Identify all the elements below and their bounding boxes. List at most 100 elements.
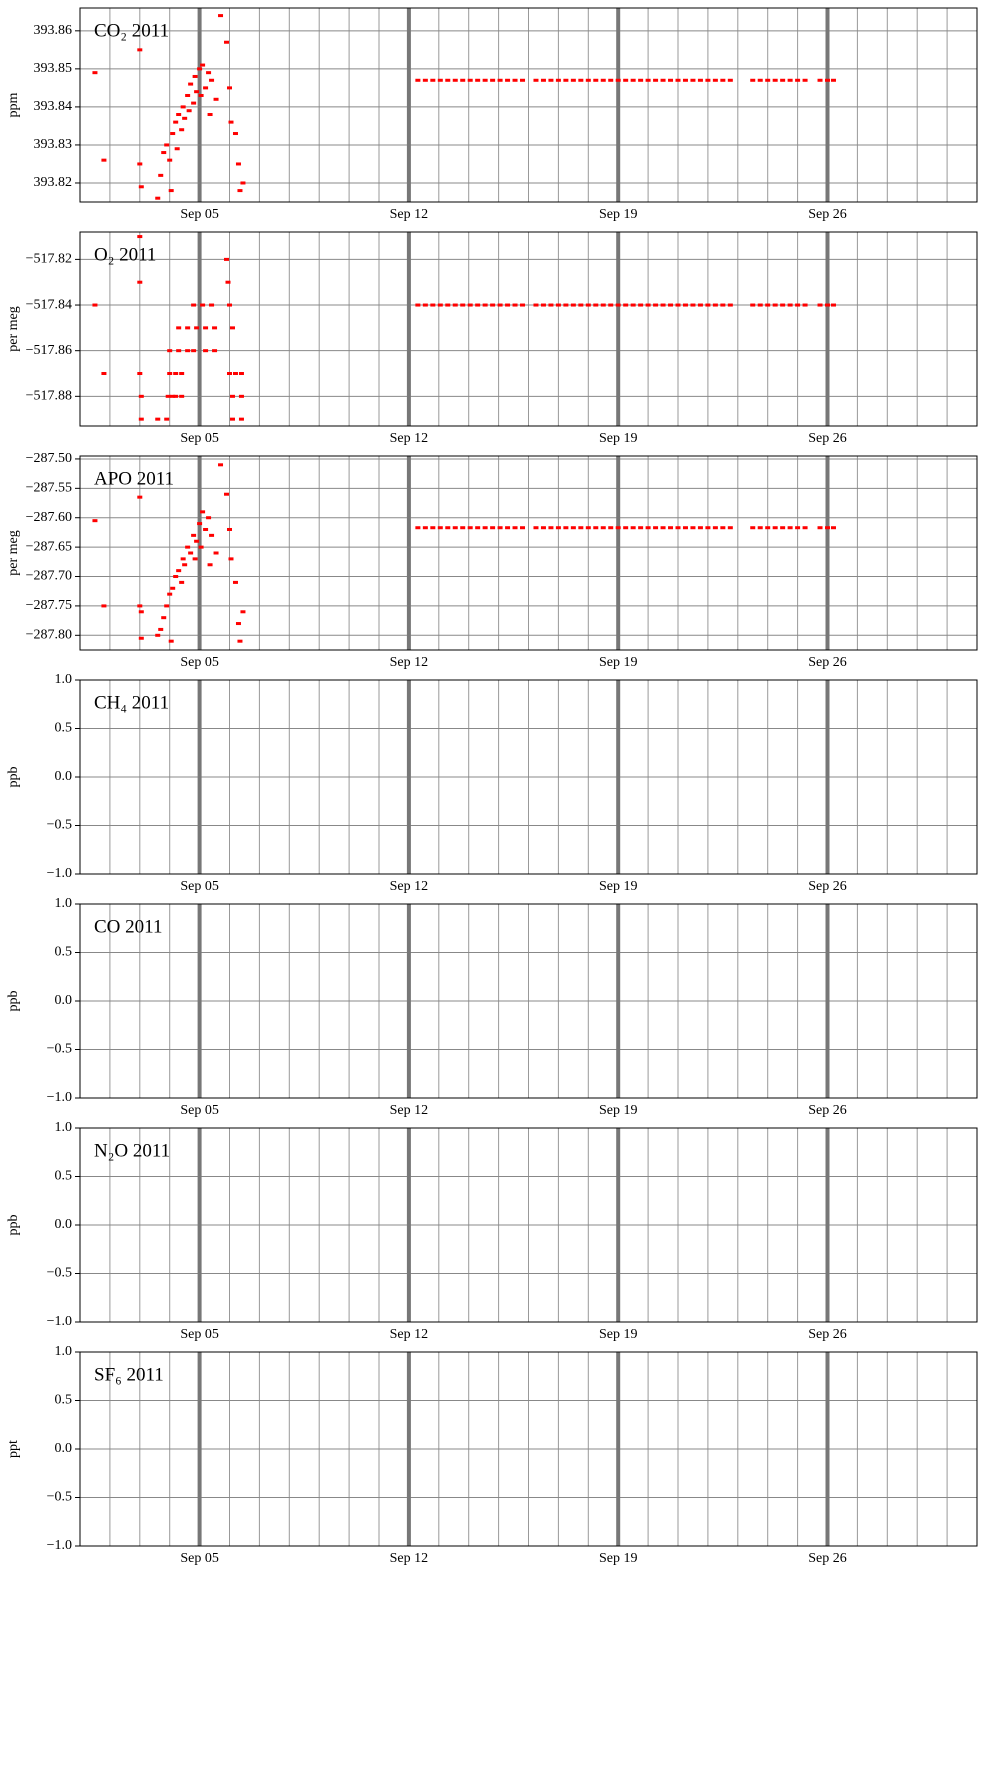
panel: 1.0 0.5 0.0 −0.5 −1.0 Sep 05 Sep 12 Sep 19 Sep 2… (6, 1344, 978, 1566)
y-tick-label: 1.0 (55, 1344, 73, 1359)
data-point (185, 545, 191, 549)
data-point (161, 616, 167, 620)
data-point (430, 78, 436, 82)
y-tick-label: −287.65 (26, 539, 72, 554)
data-point (200, 63, 206, 67)
data-point (137, 604, 143, 608)
data-point (533, 526, 539, 530)
x-tick-label: Sep 05 (180, 879, 219, 894)
y-tick-label: 0.0 (55, 769, 73, 784)
data-point (209, 533, 215, 537)
y-tick-label: −517.86 (26, 343, 72, 358)
data-point (179, 580, 185, 584)
data-point (227, 86, 232, 90)
data-point (830, 526, 836, 530)
data-point (830, 78, 836, 82)
data-point (660, 78, 666, 82)
y-tick-label: −517.82 (26, 252, 72, 267)
y-tick-label: −287.50 (26, 451, 72, 466)
x-tick-label: Sep 19 (599, 1103, 638, 1118)
data-point (228, 120, 234, 124)
x-tick-label: Sep 19 (599, 1327, 638, 1342)
data-point (167, 592, 173, 596)
data-point (638, 78, 644, 82)
data-point (238, 417, 244, 421)
data-point (227, 527, 232, 531)
data-point (92, 71, 98, 75)
y-tick-label: 1.0 (55, 896, 73, 911)
panel-title: CO 2011 (94, 916, 162, 937)
data-point (445, 303, 451, 307)
data-point (445, 78, 451, 82)
data-point (179, 372, 185, 376)
data-point (188, 82, 194, 86)
x-tick-label: Sep 19 (599, 655, 638, 670)
panel: −287.50 −287.55 −287.60 −287.65 −287.70 −287.… (6, 451, 978, 670)
data-point (512, 78, 518, 82)
data-point (757, 303, 763, 307)
data-point (197, 67, 203, 71)
y-tick-label: 0.0 (55, 993, 73, 1008)
data-point (540, 526, 546, 530)
data-point (445, 526, 451, 530)
data-point (191, 101, 197, 105)
data-point (750, 78, 756, 82)
data-point (460, 78, 466, 82)
data-point (173, 575, 179, 579)
data-point (830, 303, 836, 307)
data-point (600, 78, 606, 82)
data-point (460, 303, 466, 307)
data-point (668, 526, 674, 530)
plot-frame (79, 1351, 978, 1547)
data-point (720, 303, 726, 307)
y-tick-label: −0.5 (47, 1042, 72, 1057)
data-point (690, 526, 696, 530)
data-point (645, 526, 651, 530)
data-point (682, 303, 688, 307)
data-point (185, 349, 191, 353)
data-point (206, 71, 212, 75)
data-point (593, 303, 599, 307)
data-point (593, 78, 599, 82)
panel: 1.0 0.5 0.0 −0.5 −1.0 Sep 05 Sep 12 Sep 19 Sep 2… (6, 896, 978, 1118)
y-tick-label: −287.55 (26, 481, 72, 496)
data-point (437, 303, 443, 307)
data-point (600, 303, 606, 307)
y-tick-label: −287.70 (26, 569, 72, 584)
data-point (185, 326, 191, 330)
data-point (213, 97, 219, 101)
data-point (653, 303, 659, 307)
data-point (615, 78, 621, 82)
x-tick-label: Sep 26 (808, 431, 847, 446)
x-tick-label: Sep 26 (808, 207, 847, 222)
data-point (608, 526, 614, 530)
data-point (138, 185, 144, 189)
data-point (772, 78, 778, 82)
data-point (200, 303, 206, 307)
data-point (505, 303, 511, 307)
data-point (452, 526, 458, 530)
y-tick-label: 393.84 (34, 99, 73, 114)
x-tick-label: Sep 05 (180, 1103, 219, 1118)
x-tick-label: Sep 05 (180, 431, 219, 446)
y-tick-label: 0.0 (55, 1441, 73, 1456)
y-tick-label: −287.60 (26, 510, 72, 525)
panel-title: CH₄ 2011 (94, 692, 169, 713)
data-point (600, 526, 606, 530)
data-point (505, 526, 511, 530)
data-point (512, 526, 518, 530)
data-point (164, 417, 170, 421)
data-point (825, 303, 830, 307)
data-point (475, 303, 481, 307)
data-point (645, 303, 651, 307)
plot-frame (79, 679, 978, 875)
data-point (207, 113, 213, 117)
data-point (615, 303, 621, 307)
data-point (705, 303, 711, 307)
data-point (727, 78, 733, 82)
data-point (200, 510, 206, 514)
data-point (437, 78, 443, 82)
data-point (675, 303, 681, 307)
data-point (490, 78, 496, 82)
